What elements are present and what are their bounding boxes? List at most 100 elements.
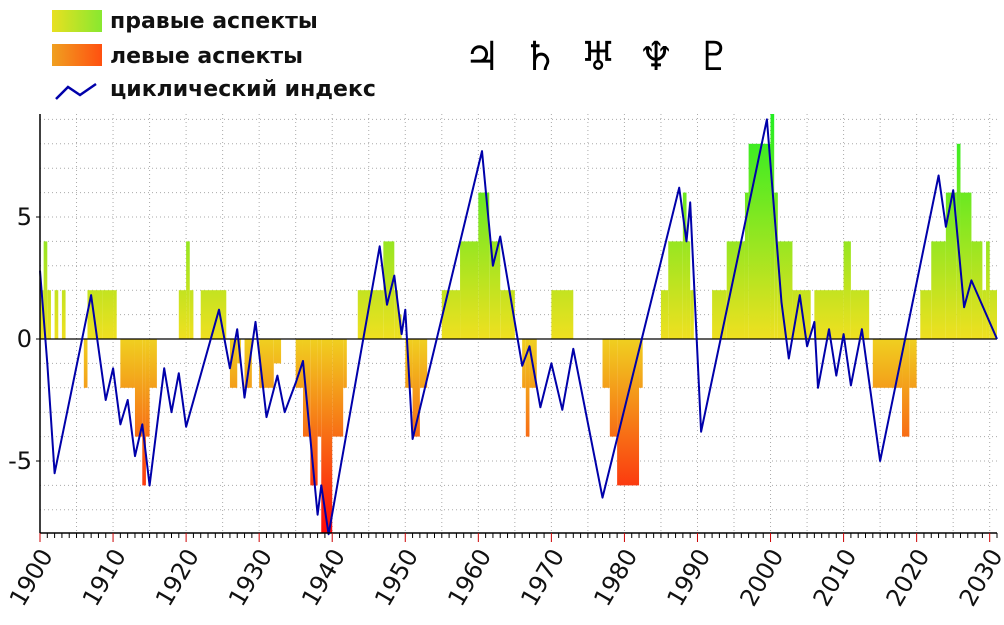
bar-left-aspect <box>602 339 610 388</box>
x-tick-label: 1970 <box>515 544 570 611</box>
planet-symbols: ♃ ♄ ♅ ♆ ♇ <box>464 34 732 80</box>
legend-swatch-right <box>52 10 102 32</box>
aspect-bars <box>40 114 997 533</box>
bar-right-aspect <box>441 290 461 339</box>
bar-right-aspect <box>744 192 749 339</box>
legend-swatch-left <box>52 44 102 66</box>
bar-left-aspect <box>609 339 618 437</box>
y-tick-label: -5 <box>8 447 32 475</box>
cyclic-index-polyline <box>39 118 998 536</box>
bar-left-aspect <box>229 339 238 388</box>
legend-label-line: циклический индекс <box>110 77 376 102</box>
bar-left-aspect <box>412 339 420 437</box>
x-tick-label: 1980 <box>588 544 643 611</box>
bar-left-aspect <box>273 339 282 364</box>
x-ticks: 1900 1910 1920 1930 1940 1950 1960 1970 1980 1990… <box>4 533 1004 611</box>
bar-right-aspect <box>113 290 117 339</box>
bar-right-aspect <box>770 114 775 339</box>
bar-left-aspect <box>145 339 150 437</box>
bar-right-aspect <box>551 290 574 339</box>
bar-left-aspect <box>317 339 322 437</box>
y-tick-label: 0 <box>17 325 32 353</box>
x-tick-label: 2010 <box>808 544 863 611</box>
bar-right-aspect <box>971 241 983 339</box>
bar-right-aspect <box>712 290 727 339</box>
bar-left-aspect <box>244 339 252 388</box>
y-tick-label: 5 <box>17 203 32 231</box>
x-tick-label: 1960 <box>442 544 497 611</box>
x-tick-label: 1950 <box>369 544 424 611</box>
x-tick-label: 1900 <box>4 544 59 611</box>
x-tick-label: 2020 <box>881 544 936 611</box>
bar-left-aspect <box>302 339 311 437</box>
bar-right-aspect <box>47 290 51 339</box>
neptune-icon: ♆ <box>638 34 674 80</box>
bar-left-aspect <box>321 339 333 533</box>
bar-right-aspect <box>748 143 771 339</box>
bar-right-aspect <box>777 241 793 339</box>
x-tick-label: 2000 <box>734 544 789 611</box>
bar-right-aspect <box>54 290 59 339</box>
bar-right-aspect <box>960 192 972 339</box>
bar-right-aspect <box>850 290 870 339</box>
bar-left-aspect <box>525 339 530 437</box>
bar-left-aspect <box>142 339 146 486</box>
bar-right-aspect <box>660 290 669 339</box>
bar-right-aspect <box>682 192 687 339</box>
cyclic-index-line <box>39 118 998 536</box>
axes <box>39 114 997 534</box>
bar-right-aspect <box>460 241 479 339</box>
bar-left-aspect <box>332 339 344 437</box>
bar-right-aspect <box>43 241 48 339</box>
legend-label-left: левые аспекты <box>110 44 303 69</box>
bar-left-aspect <box>310 339 318 486</box>
bar-right-aspect <box>986 241 990 339</box>
bar-right-aspect <box>102 290 114 339</box>
bar-right-aspect <box>931 241 946 339</box>
bar-left-aspect <box>83 339 88 388</box>
bar-left-aspect <box>419 339 428 388</box>
bar-right-aspect <box>843 241 851 339</box>
bar-right-aspect <box>478 192 490 339</box>
pluto-icon: ♇ <box>696 34 732 80</box>
bar-right-aspect <box>989 290 997 339</box>
x-tick-label: 1920 <box>150 544 205 611</box>
bar-left-aspect <box>639 339 643 388</box>
bar-left-aspect <box>295 339 303 388</box>
bar-left-aspect <box>872 339 903 388</box>
bar-right-aspect <box>40 290 44 339</box>
bar-right-aspect <box>774 192 778 339</box>
bar-left-aspect <box>902 339 910 437</box>
bar-right-aspect <box>61 290 66 339</box>
bar-right-aspect <box>726 241 745 339</box>
bar-left-aspect <box>259 339 274 388</box>
bar-right-aspect <box>383 241 395 339</box>
x-tick-label: 1940 <box>296 544 351 611</box>
uranus-icon: ♅ <box>580 34 616 80</box>
bar-left-aspect <box>134 339 143 437</box>
y-ticks: -5 0 5 <box>8 203 40 475</box>
x-tick-label: 1910 <box>77 544 132 611</box>
saturn-icon: ♄ <box>522 34 558 80</box>
bar-left-aspect <box>149 339 157 388</box>
jupiter-icon: ♃ <box>464 34 500 80</box>
x-tick-label: 1990 <box>661 544 716 611</box>
legend-swatch-line <box>55 82 97 100</box>
bar-right-aspect <box>489 241 501 339</box>
bar-left-aspect <box>343 339 347 388</box>
bar-right-aspect <box>178 290 187 339</box>
bar-right-aspect <box>920 290 932 339</box>
legend: правые аспекты левые аспекты циклический… <box>52 9 376 102</box>
bar-right-aspect <box>945 192 957 339</box>
x-tick-label: 1930 <box>223 544 278 611</box>
bar-right-aspect <box>394 290 398 339</box>
bar-right-aspect <box>982 290 987 339</box>
bar-right-aspect <box>686 241 691 339</box>
bar-right-aspect <box>690 290 694 339</box>
bar-right-aspect <box>668 241 683 339</box>
bar-left-aspect <box>120 339 135 388</box>
legend-label-right: правые аспекты <box>110 9 318 34</box>
x-tick-label: 2030 <box>954 544 1004 611</box>
bar-right-aspect <box>186 241 190 339</box>
